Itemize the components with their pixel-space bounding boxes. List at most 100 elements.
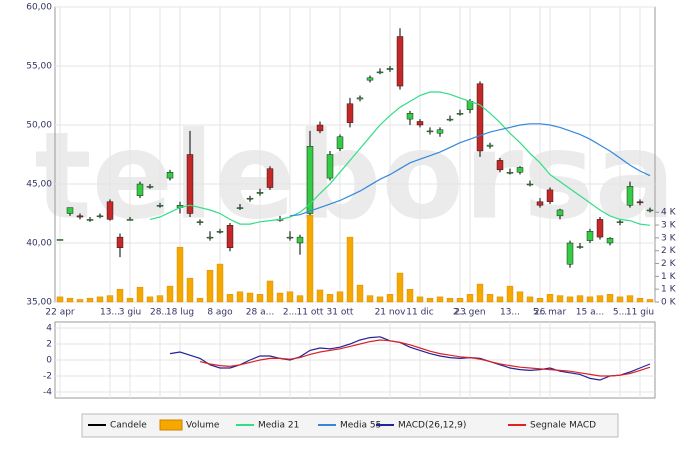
legend-label: Volume: [186, 421, 220, 431]
volume-bar: [136, 286, 144, 303]
candle-body: [56, 239, 64, 241]
x-tick-label: 2...: [453, 308, 467, 318]
x-tick-label: 18 lug: [166, 308, 194, 318]
volume-bar: [116, 288, 124, 303]
candle-body: [476, 83, 484, 152]
x-tick-label: 5...: [533, 308, 547, 318]
volume-bar: [66, 297, 74, 303]
volume-bar: [166, 285, 174, 303]
volume-bar: [376, 296, 384, 303]
candle-body: [136, 183, 144, 197]
x-tick-label: 31 ott: [327, 308, 354, 318]
candle-body: [636, 201, 644, 204]
candle-body: [396, 36, 404, 87]
y-tick-label: 40,00: [26, 239, 52, 249]
y-tick-label: 35,00: [26, 298, 52, 308]
candle-body: [86, 219, 94, 221]
volume-bar: [266, 280, 274, 303]
candle-body: [576, 246, 584, 248]
y2-tick-label: 4 K: [661, 208, 677, 218]
volume-bar: [256, 294, 264, 303]
volume-bar: [436, 296, 444, 303]
candle-body: [216, 230, 224, 233]
volume-bar: [226, 294, 234, 303]
candle-body: [116, 236, 124, 248]
volume-bar: [636, 297, 644, 303]
legend-swatch: [159, 419, 183, 431]
candle-body: [436, 129, 444, 134]
candle-body: [526, 183, 534, 186]
candle-body: [256, 192, 264, 194]
x-tick-label: 3 giu: [119, 308, 142, 318]
volume-bar: [576, 295, 584, 303]
volume-bar: [596, 295, 604, 303]
candle-body: [306, 146, 314, 214]
x-tick-label: 2...: [283, 308, 297, 318]
watermark: teleborsa: [34, 108, 675, 247]
candle-body: [246, 197, 254, 200]
candle-body: [546, 189, 554, 202]
candle-body: [506, 171, 514, 174]
x-tick-label: 26 mar: [534, 308, 567, 318]
volume-bar: [296, 295, 304, 303]
volume-bar: [346, 236, 354, 303]
candle-body: [236, 207, 244, 209]
macd-line: [169, 336, 651, 381]
volume-bar: [606, 294, 614, 303]
candle-body: [486, 144, 494, 147]
y-tick-label: 0: [46, 356, 52, 366]
legend-label: Media 55: [340, 421, 381, 431]
candle-body: [356, 97, 364, 100]
volume-bar: [96, 296, 104, 303]
volume-bar: [456, 297, 464, 303]
candle-body: [606, 238, 614, 244]
candle-body: [206, 236, 214, 239]
volume-bar: [306, 215, 314, 303]
y-tick-label: 50,00: [26, 121, 52, 131]
y2-tick-label: 0 K: [661, 298, 677, 308]
candle-body: [616, 221, 624, 223]
y2-tick-label: 2 K: [661, 246, 677, 256]
y-tick-label: -4: [43, 388, 52, 398]
candle-body: [426, 130, 434, 133]
candle-body: [536, 201, 544, 206]
y-tick-label: 55,00: [26, 62, 52, 72]
y-tick-label: 45,00: [26, 180, 52, 190]
candle-body: [146, 186, 154, 188]
candle-body: [346, 103, 354, 123]
moving-average-line: [149, 91, 651, 226]
candle-body: [106, 201, 114, 220]
candle-body: [386, 68, 394, 70]
candle-body: [296, 236, 304, 244]
y2-tick-label: 1 K: [661, 285, 677, 295]
candle-body: [626, 186, 634, 206]
volume-bar: [626, 295, 634, 303]
y2-tick-label: 3 K: [661, 221, 677, 231]
candle-body: [516, 167, 524, 173]
candle-body: [596, 219, 604, 238]
volume-bar: [526, 296, 534, 303]
y-tick-label: 60,00: [26, 3, 52, 13]
x-tick-label: 22 apr: [45, 308, 75, 318]
y2-tick-label: 2 K: [661, 259, 677, 269]
candle-body: [316, 124, 324, 132]
volume-bar: [426, 297, 434, 303]
macd-line: [199, 339, 651, 377]
volume-bar: [486, 294, 494, 303]
x-tick-label: 23 gen: [454, 308, 485, 318]
candle-body: [566, 242, 574, 265]
x-tick-label: 28...: [150, 308, 170, 318]
volume-bar: [156, 295, 164, 303]
legend-label: Segnale MACD: [530, 421, 596, 431]
candle-body: [556, 209, 564, 217]
candle-body: [126, 219, 134, 221]
candle-body: [166, 171, 174, 179]
legend: [81, 413, 619, 438]
volume-bar: [336, 291, 344, 303]
x-tick-label: 11 dic: [406, 308, 434, 318]
volume-bar: [556, 295, 564, 303]
volume-bar: [386, 294, 394, 303]
x-tick-label: 11 ott: [297, 308, 324, 318]
volume-bar: [236, 291, 244, 303]
